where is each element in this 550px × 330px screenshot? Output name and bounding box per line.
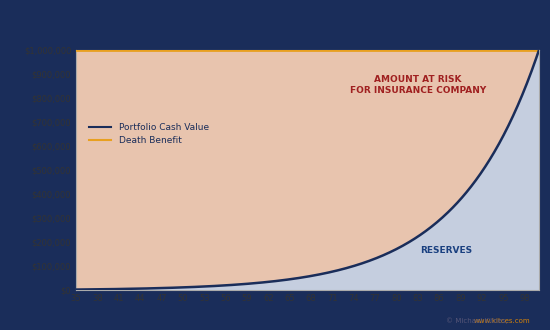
Text: AMOUNT AT RISK
FOR INSURANCE COMPANY: AMOUNT AT RISK FOR INSURANCE COMPANY xyxy=(350,75,486,95)
Text: RESERVES: RESERVES xyxy=(420,246,472,254)
Text: © Michael Kitces,: © Michael Kitces, xyxy=(447,317,531,324)
Y-axis label: Policy Value: Policy Value xyxy=(11,134,21,206)
Legend: Portfolio Cash Value, Death Benefit: Portfolio Cash Value, Death Benefit xyxy=(85,119,212,149)
Title: LIFE INSURANCE RESERVES VS.
AMOUNT AT RISK FOR INSURANCE COMPANY: AGE 35-100: LIFE INSURANCE RESERVES VS. AMOUNT AT RI… xyxy=(117,14,498,45)
Text: www.kitces.com: www.kitces.com xyxy=(474,318,531,324)
X-axis label: Age: Age xyxy=(296,306,319,316)
